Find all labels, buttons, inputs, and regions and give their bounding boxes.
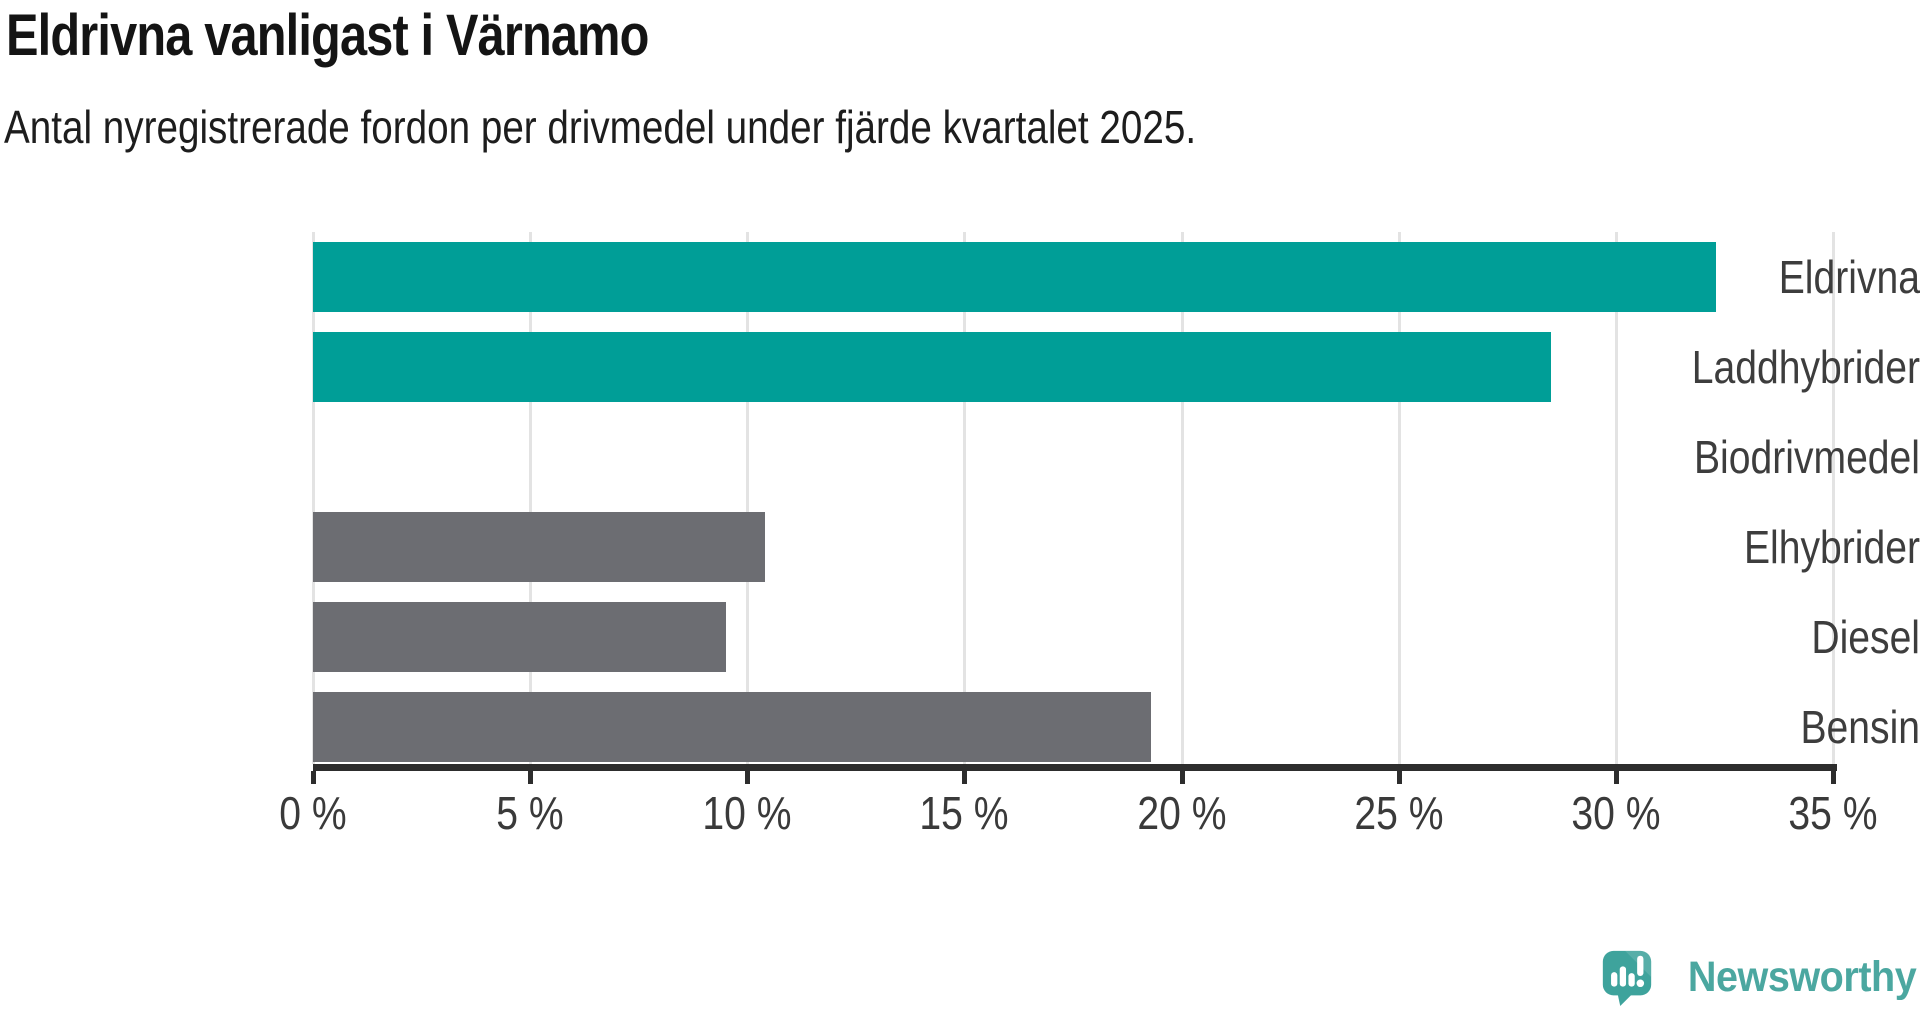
- x-axis-tick-label: 10 %: [702, 787, 792, 839]
- x-axis-tickmark: [311, 771, 316, 784]
- x-axis-tick-label: 35 %: [1788, 787, 1878, 839]
- x-axis-tickmark: [962, 771, 968, 784]
- x-axis-tickmark: [745, 771, 751, 784]
- newsworthy-logo: Newsworthy: [1598, 948, 1916, 1006]
- gridline: [1397, 232, 1401, 764]
- x-axis-tickmark: [1613, 771, 1619, 784]
- gridline: [963, 232, 967, 764]
- bar-laddhybrider: [313, 332, 1551, 402]
- gridline: [746, 232, 750, 764]
- chart-subtitle: Antal nyregistrerade fordon per drivmede…: [4, 101, 1197, 153]
- newsworthy-logo-text: Newsworthy: [1687, 952, 1917, 1001]
- x-axis-tick-label: 30 %: [1571, 787, 1661, 839]
- category-label: Elhybrider: [1743, 521, 1920, 573]
- x-axis-tick-label: 15 %: [919, 787, 1009, 839]
- bar-bensin: [313, 692, 1152, 762]
- gridline: [529, 232, 533, 764]
- bar-diesel: [313, 602, 726, 672]
- gridline: [1832, 232, 1835, 764]
- category-label: Laddhybrider: [1691, 341, 1920, 393]
- category-label: Bensin: [1800, 701, 1920, 753]
- bar-elhybrider: [313, 512, 765, 582]
- x-axis-line: [313, 764, 1837, 771]
- gridline: [1614, 232, 1618, 764]
- x-axis-tickmark: [528, 771, 534, 784]
- x-axis-tickmark: [1831, 771, 1836, 784]
- newsworthy-bubble-barchart-icon: [1598, 948, 1656, 1006]
- gridline: [312, 232, 315, 764]
- x-axis-tickmark: [1179, 771, 1185, 784]
- gridline: [1180, 232, 1184, 764]
- category-label: Eldrivna: [1778, 251, 1920, 303]
- x-axis-tick-label: 20 %: [1136, 787, 1227, 839]
- x-axis-tick-label: 0 %: [279, 787, 347, 839]
- x-axis-tick-label: 25 %: [1354, 787, 1444, 839]
- x-axis-tickmark: [1396, 771, 1402, 784]
- category-label: Biodrivmedel: [1693, 431, 1920, 483]
- bar-eldrivna: [313, 242, 1716, 312]
- x-axis-tick-label: 5 %: [496, 787, 564, 839]
- plot-area: [312, 232, 1835, 764]
- category-label: Diesel: [1811, 611, 1920, 663]
- chart-title: Eldrivna vanligast i Värnamo: [6, 3, 649, 68]
